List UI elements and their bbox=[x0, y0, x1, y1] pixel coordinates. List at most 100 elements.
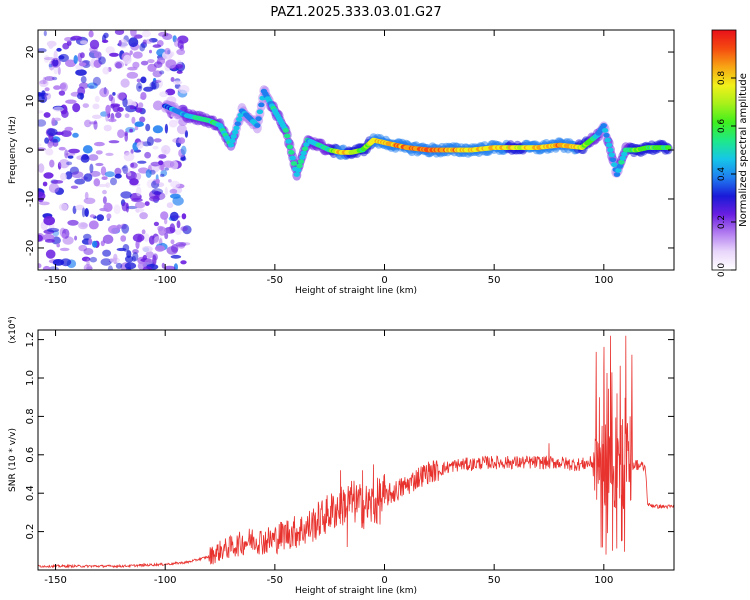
noise-blob bbox=[42, 181, 48, 187]
noise-blob bbox=[86, 258, 90, 268]
noise-blob bbox=[153, 61, 163, 68]
noise-blob bbox=[43, 55, 50, 63]
y-tick-label: 1.2 bbox=[25, 332, 36, 348]
noise-blob bbox=[169, 223, 176, 234]
noise-blob bbox=[94, 141, 105, 147]
noise-blob bbox=[164, 186, 168, 196]
noise-blob bbox=[38, 119, 47, 127]
noise-blob bbox=[44, 92, 52, 100]
noise-blob bbox=[57, 66, 61, 75]
noise-blob bbox=[122, 164, 129, 175]
noise-blob bbox=[141, 229, 146, 235]
noise-blob bbox=[145, 169, 152, 178]
noise-blob bbox=[58, 146, 66, 151]
snr-y-label: SNR (10 * v/v) bbox=[8, 428, 18, 492]
noise-blob bbox=[38, 110, 44, 114]
noise-blob bbox=[160, 169, 168, 177]
noise-blob bbox=[71, 171, 84, 179]
noise-blob bbox=[80, 76, 87, 84]
noise-blob bbox=[53, 50, 58, 61]
noise-blob bbox=[115, 112, 122, 119]
noise-blob bbox=[170, 254, 182, 259]
noise-blob bbox=[38, 263, 42, 269]
noise-blob bbox=[46, 128, 58, 136]
x-tick-label: -50 bbox=[267, 575, 283, 586]
noise-blob bbox=[135, 107, 143, 113]
noise-blob bbox=[92, 103, 100, 110]
noise-blob bbox=[88, 154, 99, 161]
noise-blob bbox=[149, 81, 160, 90]
noise-blob bbox=[148, 38, 158, 43]
noise-blob bbox=[59, 247, 70, 252]
noise-blob bbox=[92, 76, 101, 86]
snr-y-scale-label: (x10⁴) bbox=[8, 316, 18, 343]
noise-blob bbox=[145, 123, 151, 132]
ridge-core bbox=[255, 116, 262, 122]
y-tick-label: 10 bbox=[25, 95, 36, 108]
colorbar-tick-label: 0.8 bbox=[717, 71, 727, 86]
ridge-core bbox=[289, 155, 296, 161]
noise-blob bbox=[89, 39, 100, 50]
noise-blob bbox=[99, 87, 109, 98]
noise-blob bbox=[103, 202, 113, 212]
noise-blob bbox=[142, 254, 147, 261]
ridge-core bbox=[297, 159, 305, 165]
ridge-core bbox=[616, 163, 624, 169]
noise-blob bbox=[168, 119, 178, 128]
noise-blob bbox=[65, 59, 77, 68]
noise-blob bbox=[88, 220, 99, 230]
ridge-core bbox=[227, 142, 235, 148]
noise-blob bbox=[153, 236, 164, 245]
noise-blob bbox=[53, 106, 64, 112]
snr-panel: -150 -100 -50 0 50 100 0.2 0.4 0.6 0.8 1.0 1.2 Hei… bbox=[8, 316, 675, 596]
noise-blob bbox=[136, 186, 142, 197]
noise-blob bbox=[178, 84, 190, 94]
noise-blob bbox=[146, 136, 154, 146]
noise-blob bbox=[48, 266, 59, 270]
noise-blob bbox=[44, 76, 55, 81]
noise-blob bbox=[113, 253, 118, 262]
noise-blob bbox=[65, 99, 77, 104]
ridge-core bbox=[286, 144, 294, 150]
noise-blob bbox=[142, 39, 147, 45]
noise-blob bbox=[180, 156, 187, 162]
noise-blob bbox=[60, 172, 67, 181]
noise-blob bbox=[46, 40, 57, 47]
noise-blob bbox=[152, 44, 162, 48]
noise-blob bbox=[132, 51, 143, 59]
noise-blob bbox=[124, 132, 128, 142]
noise-blob bbox=[105, 46, 115, 54]
noise-blob bbox=[88, 238, 93, 246]
ridge-core bbox=[236, 117, 243, 122]
x-tick-label: 50 bbox=[488, 575, 501, 586]
noise-blob bbox=[100, 258, 112, 266]
colorbar-gradient bbox=[711, 29, 737, 271]
noise-blob bbox=[98, 56, 106, 65]
noise-blob bbox=[164, 123, 168, 134]
ridge-core bbox=[284, 133, 291, 139]
noise-blob bbox=[83, 173, 93, 182]
noise-blob bbox=[152, 254, 157, 265]
noise-blob bbox=[147, 59, 155, 64]
noise-blob bbox=[58, 90, 66, 96]
noise-blob bbox=[62, 42, 70, 50]
noise-blob bbox=[105, 152, 114, 156]
noise-blob bbox=[135, 172, 142, 181]
noise-blob bbox=[52, 259, 65, 266]
y-tick-label: 0.6 bbox=[25, 447, 36, 463]
noise-blob bbox=[144, 151, 152, 159]
ridge-core bbox=[611, 162, 618, 168]
y-tick-label: 20 bbox=[25, 46, 36, 59]
noise-blob bbox=[64, 149, 69, 159]
noise-blob bbox=[59, 83, 67, 90]
noise-blob bbox=[68, 148, 80, 154]
ridge-core bbox=[618, 159, 625, 165]
noise-blob bbox=[78, 62, 87, 67]
ridge-core bbox=[303, 142, 310, 147]
noise-blob bbox=[110, 103, 121, 107]
noise-blob bbox=[43, 216, 55, 226]
noise-blob bbox=[182, 225, 192, 235]
noise-blob bbox=[43, 30, 47, 37]
ridge-core bbox=[301, 146, 309, 152]
